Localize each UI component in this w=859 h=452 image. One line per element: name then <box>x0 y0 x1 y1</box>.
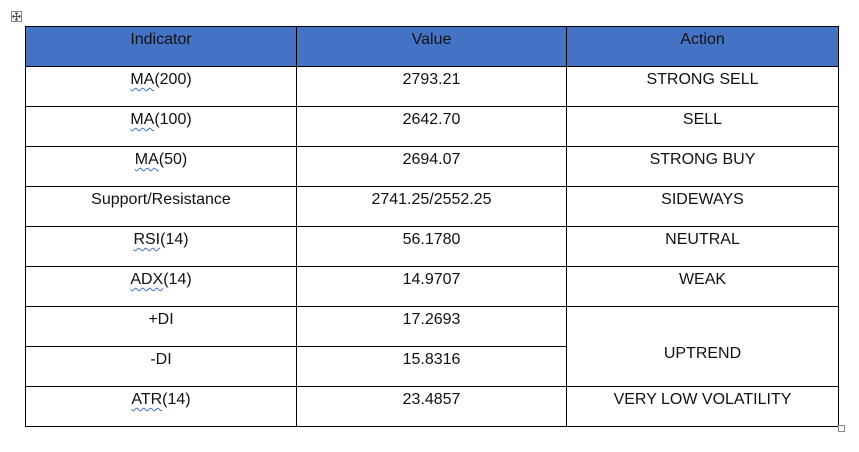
header-action: Action <box>566 26 839 67</box>
indicator-param: (200) <box>154 71 192 88</box>
indicator-param: (14) <box>160 231 189 248</box>
table-row: +DI 17.2693 UPTREND <box>25 306 839 387</box>
value-cell: 15.8316 <box>296 346 567 387</box>
table-row: RSI(14) 56.1780 NEUTRAL <box>25 226 839 267</box>
indicator-cell: RSI(14) <box>25 226 297 267</box>
action-cell: WEAK <box>566 266 839 307</box>
indicator-name: MA <box>130 111 155 128</box>
indicator-cell: MA(100) <box>25 106 297 147</box>
table-row: Support/Resistance 2741.25/2552.25 SIDEW… <box>25 186 839 227</box>
indicator-table: Indicator Value Action MA(200) 2793.21 S… <box>25 26 839 427</box>
indicator-param: (100) <box>154 111 192 128</box>
header-row: Indicator Value Action <box>25 26 839 67</box>
indicator-param: (50) <box>158 151 188 168</box>
value-cell: 23.4857 <box>296 386 567 427</box>
table-row: -DI 15.8316 <box>25 346 839 387</box>
indicator-cell: ADX(14) <box>25 266 297 307</box>
indicator-name: RSI <box>133 231 161 248</box>
indicator-cell: ATR(14) <box>25 386 297 427</box>
value-cell: 14.9707 <box>296 266 567 307</box>
table-row: ADX(14) 14.9707 WEAK <box>25 266 839 307</box>
indicator-name: ADX <box>130 271 164 288</box>
header-indicator: Indicator <box>25 26 297 67</box>
value-cell: 2793.21 <box>296 66 567 107</box>
action-cell: SELL <box>566 106 839 147</box>
value-cell: 56.1780 <box>296 226 567 267</box>
action-cell: SIDEWAYS <box>566 186 839 227</box>
value-cell: 2741.25/2552.25 <box>296 186 567 227</box>
value-cell: 17.2693 <box>296 306 567 347</box>
value-cell: 2642.70 <box>296 106 567 147</box>
indicator-cell: +DI <box>25 306 297 347</box>
table-move-handle-icon[interactable] <box>11 11 22 22</box>
indicator-cell: -DI <box>25 346 297 387</box>
indicator-param: (14) <box>163 271 192 288</box>
indicator-cell: MA(50) <box>25 146 297 187</box>
indicator-cell: MA(200) <box>25 66 297 107</box>
table-row: MA(50) 2694.07 STRONG BUY <box>25 146 839 187</box>
value-cell: 2694.07 <box>296 146 567 187</box>
action-cell-merged: UPTREND <box>566 306 839 387</box>
indicator-name: MA <box>130 71 155 88</box>
table-row: ATR(14) 23.4857 VERY LOW VOLATILITY <box>25 386 839 427</box>
action-cell: STRONG SELL <box>566 66 839 107</box>
table-row: MA(100) 2642.70 SELL <box>25 106 839 147</box>
action-cell: NEUTRAL <box>566 226 839 267</box>
indicator-cell: Support/Resistance <box>25 186 297 227</box>
indicator-name: ATR <box>131 391 163 408</box>
indicator-name: MA <box>134 151 159 168</box>
table-row: MA(200) 2793.21 STRONG SELL <box>25 66 839 107</box>
action-cell: STRONG BUY <box>566 146 839 187</box>
table-resize-handle-icon[interactable] <box>838 425 845 432</box>
indicator-param: (14) <box>162 391 191 408</box>
action-cell: VERY LOW VOLATILITY <box>566 386 839 427</box>
header-value: Value <box>296 26 567 67</box>
